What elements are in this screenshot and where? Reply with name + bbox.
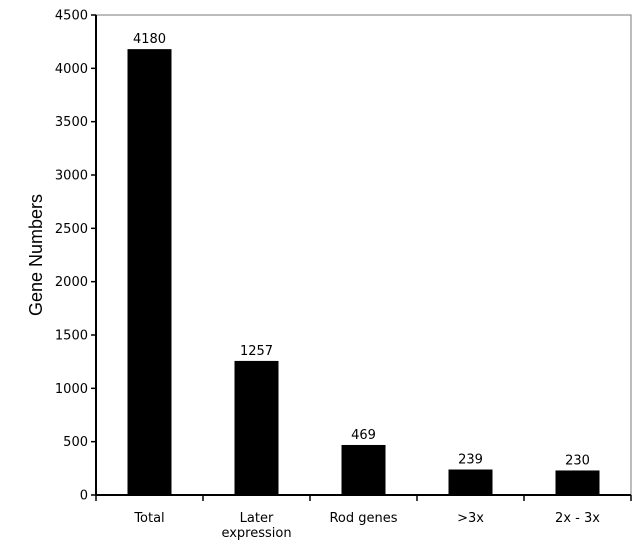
y-tick-label: 4500	[55, 9, 88, 24]
x-tick-label: >3x	[457, 511, 484, 526]
bar	[448, 469, 493, 495]
plot-area: 0 500 1000 1500 2000 2500 3000 3500 4000 4500 4180…	[55, 9, 632, 541]
x-tick-label: expression	[221, 526, 291, 541]
data-label: 230	[565, 453, 590, 468]
x-tick-label: Total	[133, 511, 164, 526]
y-tick-label: 3500	[55, 115, 88, 130]
bar	[555, 470, 600, 495]
data-label: 4180	[133, 32, 166, 47]
y-tick-label: 1000	[55, 382, 88, 397]
data-label: 469	[351, 428, 376, 443]
x-tick-label: 2x - 3x	[555, 511, 600, 526]
y-tick-label: 0	[80, 489, 88, 504]
y-tick-label: 2000	[55, 275, 88, 290]
y-tick-label: 1500	[55, 329, 88, 344]
bar	[341, 444, 386, 495]
y-axis-title: Gene Numbers	[26, 194, 46, 316]
y-tick-label: 500	[63, 435, 88, 450]
data-label: 239	[458, 453, 483, 468]
x-tick-label: Rod genes	[329, 511, 397, 526]
data-label: 1257	[240, 344, 273, 359]
bar	[234, 360, 279, 495]
y-tick-label: 4000	[55, 62, 88, 77]
y-tick-label: 2500	[55, 222, 88, 237]
y-tick-label: 3000	[55, 169, 88, 184]
bar	[127, 49, 172, 496]
x-tick-label: Later	[240, 511, 274, 526]
